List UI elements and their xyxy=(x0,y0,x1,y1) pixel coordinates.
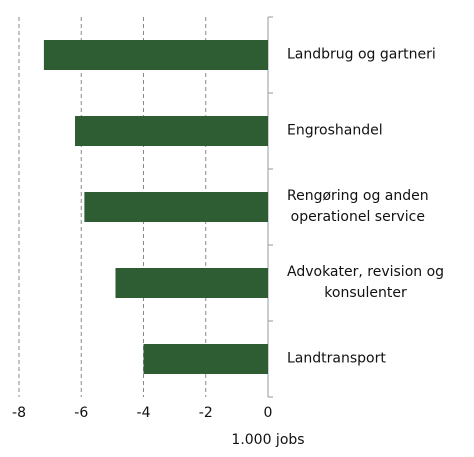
category-label: Engroshandel xyxy=(287,122,383,139)
bar xyxy=(115,268,268,298)
x-tick-label: -8 xyxy=(12,405,26,421)
x-tick-label: -2 xyxy=(199,405,213,421)
x-tick-label: -6 xyxy=(74,405,88,421)
bar xyxy=(75,116,269,146)
bar xyxy=(143,344,268,374)
category-label: Rengøring og anden operationel service xyxy=(287,188,429,225)
bar xyxy=(43,40,269,70)
category-label: Landbrug og gartneri xyxy=(287,46,436,63)
x-axis-label: 1.000 jobs xyxy=(231,432,304,448)
category-label: Advokater, revision og konsulenter xyxy=(287,264,445,301)
x-tick-label: -4 xyxy=(137,405,151,421)
category-label: Landtransport xyxy=(287,350,386,367)
bar xyxy=(84,192,268,222)
x-tick-label: 0 xyxy=(264,405,273,421)
